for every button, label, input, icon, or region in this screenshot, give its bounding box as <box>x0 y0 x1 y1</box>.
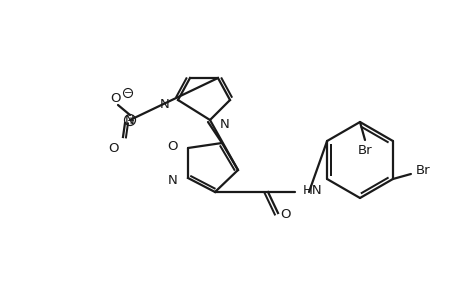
Text: O: O <box>167 140 178 152</box>
Text: O: O <box>280 208 291 221</box>
Text: Br: Br <box>414 164 429 178</box>
Text: N: N <box>219 118 229 130</box>
Text: +: + <box>126 116 134 125</box>
Text: O: O <box>111 92 121 104</box>
Text: N: N <box>168 173 178 187</box>
Text: N: N <box>125 113 134 127</box>
Text: Br: Br <box>357 143 371 157</box>
Text: N: N <box>160 98 170 110</box>
Text: −: − <box>123 88 132 98</box>
Text: O: O <box>108 142 119 154</box>
Text: HN: HN <box>302 184 322 196</box>
